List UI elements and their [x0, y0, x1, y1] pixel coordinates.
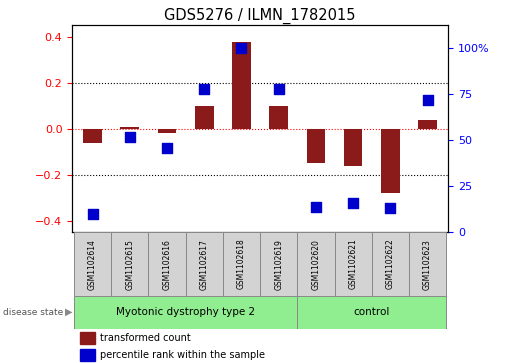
FancyBboxPatch shape [74, 232, 111, 296]
Bar [344, 129, 363, 166]
Text: GSM1102618: GSM1102618 [237, 239, 246, 289]
Bar [306, 129, 325, 163]
Text: control: control [354, 307, 390, 317]
Bar [158, 129, 176, 134]
Bar [83, 129, 102, 143]
Point [89, 211, 97, 217]
Text: GSM1102617: GSM1102617 [200, 238, 209, 290]
Bar [232, 41, 251, 129]
FancyBboxPatch shape [297, 296, 446, 329]
Text: GSM1102623: GSM1102623 [423, 238, 432, 290]
Point [126, 134, 134, 140]
Bar [80, 332, 95, 344]
Point [163, 145, 171, 151]
Point [349, 200, 357, 206]
Text: GSM1102622: GSM1102622 [386, 239, 395, 289]
FancyBboxPatch shape [74, 296, 297, 329]
FancyBboxPatch shape [409, 232, 446, 296]
FancyBboxPatch shape [335, 232, 372, 296]
FancyBboxPatch shape [260, 232, 297, 296]
Bar [418, 120, 437, 129]
Text: GSM1102616: GSM1102616 [163, 238, 171, 290]
FancyBboxPatch shape [148, 232, 185, 296]
Text: GSM1102620: GSM1102620 [312, 238, 320, 290]
Text: Myotonic dystrophy type 2: Myotonic dystrophy type 2 [116, 307, 255, 317]
Bar [80, 349, 95, 361]
FancyBboxPatch shape [223, 232, 260, 296]
Text: GSM1102619: GSM1102619 [274, 238, 283, 290]
Point [237, 45, 246, 51]
Point [423, 97, 432, 103]
Text: ▶: ▶ [65, 307, 73, 317]
Text: GSM1102614: GSM1102614 [88, 238, 97, 290]
FancyBboxPatch shape [185, 232, 223, 296]
Bar [381, 129, 400, 193]
Point [200, 86, 209, 92]
Title: GDS5276 / ILMN_1782015: GDS5276 / ILMN_1782015 [164, 8, 356, 24]
Text: disease state: disease state [3, 308, 63, 317]
Text: GSM1102615: GSM1102615 [125, 238, 134, 290]
Bar [121, 127, 139, 129]
Point [386, 205, 394, 211]
FancyBboxPatch shape [297, 232, 335, 296]
Text: percentile rank within the sample: percentile rank within the sample [100, 350, 265, 360]
Bar [269, 106, 288, 129]
Bar [195, 106, 214, 129]
Text: GSM1102621: GSM1102621 [349, 239, 357, 289]
Text: transformed count: transformed count [100, 333, 191, 343]
FancyBboxPatch shape [372, 232, 409, 296]
FancyBboxPatch shape [111, 232, 148, 296]
Point [312, 204, 320, 209]
Point [274, 86, 283, 92]
